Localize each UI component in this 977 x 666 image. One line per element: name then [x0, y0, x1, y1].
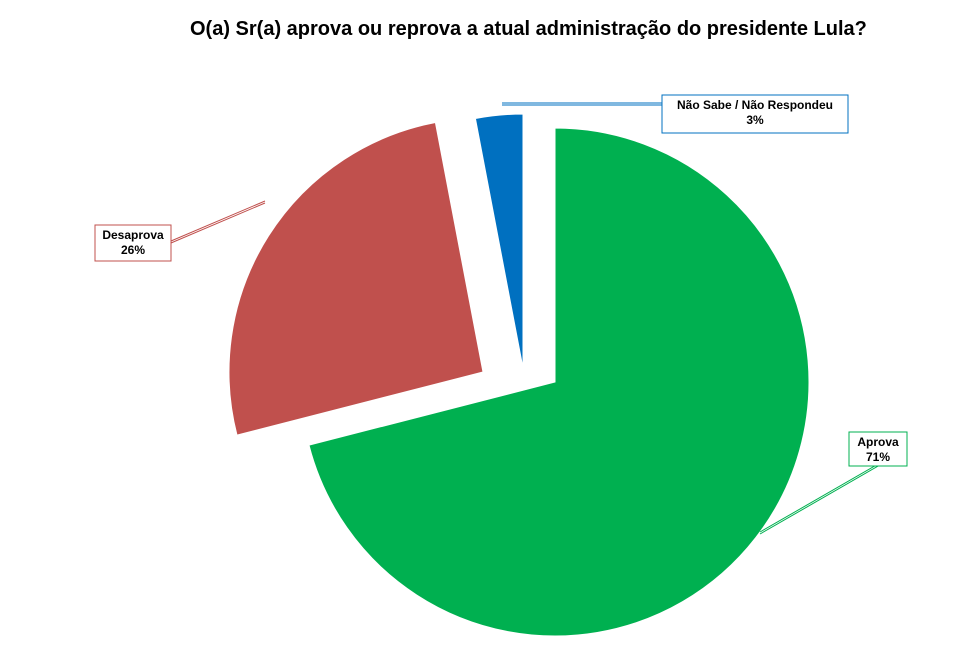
pie-slice-n-o-sabe-n-o-respondeu	[474, 113, 524, 369]
chart-title: O(a) Sr(a) aprova ou reprova a atual adm…	[190, 18, 867, 40]
label-value: 71%	[866, 450, 890, 464]
pie-slice-aprova	[308, 127, 810, 637]
pie-slice-desaprova	[228, 121, 484, 436]
label-box	[661, 94, 849, 134]
leader-line	[170, 202, 266, 244]
label-value: 3%	[746, 113, 764, 127]
label-box	[94, 224, 172, 262]
label-category: Desaprova	[102, 228, 164, 242]
label-category: Não Sabe / Não Respondeu	[677, 98, 833, 112]
label-box	[848, 431, 908, 467]
label-value: 26%	[121, 243, 145, 257]
label-category: Aprova	[857, 435, 899, 449]
leader-line	[170, 200, 266, 242]
